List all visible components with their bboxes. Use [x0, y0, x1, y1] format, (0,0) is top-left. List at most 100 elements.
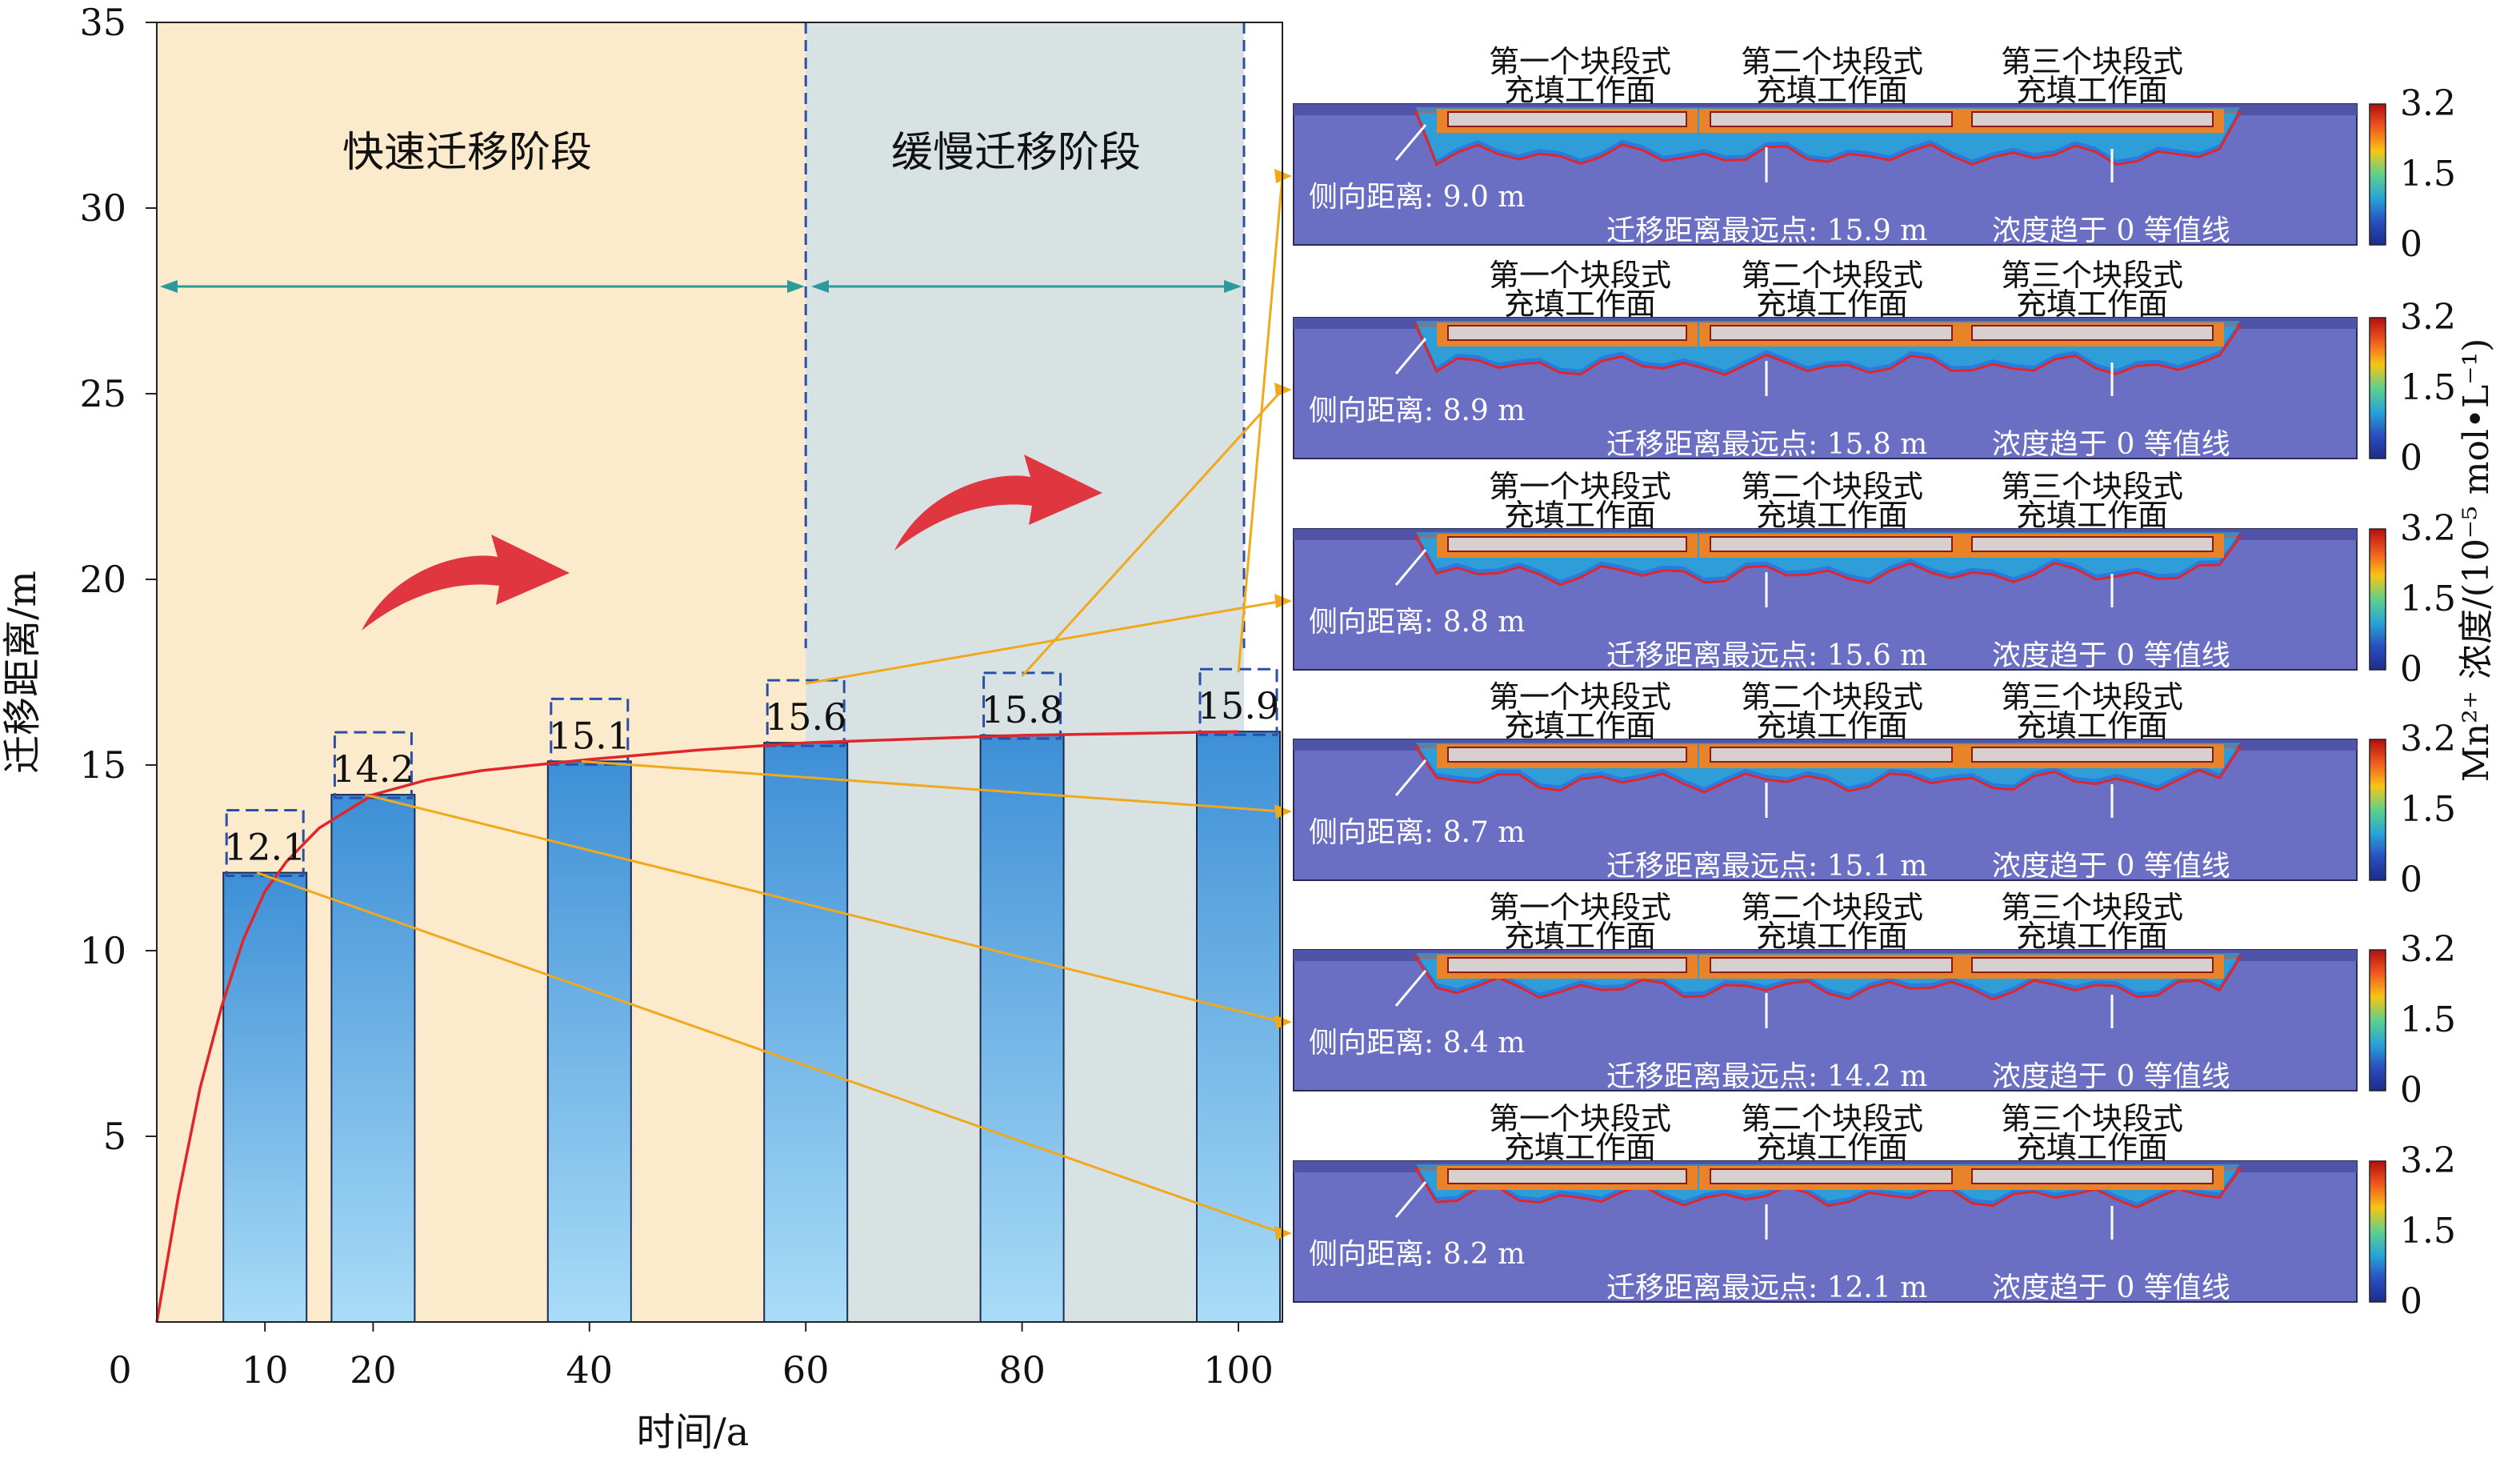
face-block-3 [1971, 111, 2214, 127]
face-block-1 [1447, 536, 1687, 552]
contour-text-4: 浓度趋于 0 等值线 [1992, 850, 2230, 883]
lateral-text-6: 侧向距离: 8.2 m [1309, 1238, 1525, 1271]
colorbar-tick-1-1: 1.5 [2400, 154, 2456, 194]
face-block-3 [1971, 1168, 2214, 1184]
farthest-text-1: 迁移距离最远点: 15.9 m [1606, 214, 1927, 247]
face-label-2-l1: 第二个块段式 [1741, 258, 1923, 293]
face-label-1-l2: 充填工作面 [1504, 498, 1656, 533]
value-box-40 [550, 697, 630, 766]
x-tick-label-40: 40 [566, 1348, 614, 1392]
face-label-1-l1: 第一个块段式 [1489, 679, 1671, 715]
span-arrow-fast-head-right [787, 280, 805, 293]
y-tick-label-20: 20 [79, 558, 126, 601]
face-label-2-l2: 充填工作面 [1756, 286, 1908, 322]
face-label-1-l1: 第一个块段式 [1489, 1101, 1671, 1136]
face-block-2 [1710, 111, 1953, 127]
trend-arrow-2 [894, 455, 1102, 551]
connector-10 [256, 871, 1283, 1235]
lateral-leader [1394, 1181, 1427, 1218]
face-label-3-l2: 充填工作面 [2016, 919, 2168, 954]
bar-60 [763, 742, 849, 1323]
colorbar [2369, 739, 2386, 881]
colorbar-tick-4-1: 1.5 [2400, 789, 2456, 830]
face-label-1-l1: 第一个块段式 [1489, 258, 1671, 293]
y-axis-title: 迁移距离/m [0, 571, 45, 774]
face-label-2-l2: 充填工作面 [1756, 919, 1908, 954]
lateral-text-2: 侧向距离: 8.9 m [1309, 395, 1525, 427]
face-block-3 [1971, 536, 2214, 552]
colorbar-tick-1-2: 0 [2400, 224, 2422, 265]
colorbar-tick-6-2: 0 [2400, 1281, 2422, 1322]
face-block-1 [1447, 1168, 1687, 1184]
span-arrow-slow-head-right [1224, 280, 1242, 293]
y-tick-label-15: 15 [79, 743, 126, 787]
colorbar-tick-6-0: 3.2 [2400, 1140, 2456, 1181]
colorbar-tick-1-0: 3.2 [2400, 83, 2456, 124]
face-block-1 [1447, 325, 1687, 341]
sim-panel-6 [1293, 1160, 2386, 1303]
contour-text-2: 浓度趋于 0 等值线 [1992, 428, 2230, 461]
y-tick-label-25: 25 [79, 372, 126, 415]
phase-label-1: 快速迁移阶段 [342, 129, 592, 177]
contour-text-6: 浓度趋于 0 等值线 [1992, 1272, 2230, 1304]
face-block-1 [1447, 957, 1687, 973]
trend-curve [155, 730, 1239, 1323]
value-label-100: 15.9 [1198, 684, 1279, 727]
sim-panel-2 [1293, 317, 2386, 459]
lateral-leader [1394, 124, 1427, 161]
farthest-text-2: 迁移距离最远点: 15.8 m [1606, 428, 1927, 461]
face-label-2-l2: 充填工作面 [1756, 498, 1908, 533]
x-tick-label-60: 60 [782, 1348, 830, 1392]
colorbar-tick-3-1: 1.5 [2400, 579, 2456, 619]
face-label-2-l2: 充填工作面 [1756, 1130, 1908, 1165]
colorbar-tick-6-1: 1.5 [2400, 1211, 2456, 1252]
face-label-1-l1: 第一个块段式 [1489, 469, 1671, 504]
value-label-80: 15.8 [981, 688, 1062, 731]
lateral-leader [1394, 338, 1427, 375]
value-label-40: 15.1 [549, 714, 630, 757]
face-label-1-l1: 第一个块段式 [1489, 44, 1671, 79]
farthest-text-3: 迁移距离最远点: 15.6 m [1606, 639, 1927, 672]
y-tick-label-35: 35 [79, 1, 126, 44]
value-label-60: 15.6 [765, 695, 846, 739]
face-label-3-l2: 充填工作面 [2016, 708, 2168, 743]
sim-panel-1 [1293, 103, 2386, 246]
lateral-text-1: 侧向距离: 9.0 m [1309, 181, 1525, 214]
farthest-text-5: 迁移距离最远点: 14.2 m [1606, 1060, 1927, 1093]
span-arrow-fast [160, 280, 805, 293]
contour-text-1: 浓度趋于 0 等值线 [1992, 214, 2230, 247]
face-label-1-l1: 第一个块段式 [1489, 890, 1671, 925]
colorbar-tick-3-2: 0 [2400, 649, 2422, 690]
sim-panel-5 [1293, 949, 2386, 1091]
x-axis-title: 时间/a [637, 1410, 750, 1455]
lateral-text-4: 侧向距离: 8.7 m [1309, 816, 1525, 849]
connector-80 [1021, 388, 1284, 677]
contour-text-3: 浓度趋于 0 等值线 [1992, 639, 2230, 672]
face-label-3-l1: 第三个块段式 [2001, 890, 2183, 925]
face-label-3-l2: 充填工作面 [2016, 286, 2168, 322]
lateral-text-3: 侧向距离: 8.8 m [1309, 606, 1525, 639]
colorbar [2369, 1160, 2386, 1303]
face-label-2-l1: 第二个块段式 [1741, 1101, 1923, 1136]
colorbar [2369, 528, 2386, 671]
colorbar-tick-5-1: 1.5 [2400, 999, 2456, 1040]
face-label-3-l2: 充填工作面 [2016, 73, 2168, 108]
value-label-20: 14.2 [332, 747, 414, 791]
face-label-2-l2: 充填工作面 [1756, 73, 1908, 108]
face-block-2 [1710, 1168, 1953, 1184]
face-label-2-l1: 第二个块段式 [1741, 890, 1923, 925]
connector-100 [1237, 175, 1284, 673]
span-arrow-slow-head-left [811, 280, 829, 293]
face-block-2 [1710, 747, 1953, 763]
face-label-2-l1: 第二个块段式 [1741, 44, 1923, 79]
x-tick-label-80: 80 [998, 1348, 1046, 1392]
farthest-text-4: 迁移距离最远点: 15.1 m [1606, 850, 1927, 883]
span-arrow-slow [811, 280, 1242, 293]
colorbar-tick-2-2: 0 [2400, 438, 2422, 479]
connector-20 [365, 793, 1283, 1023]
face-block-2 [1710, 325, 1953, 341]
x-tick-label-100: 100 [1203, 1348, 1274, 1392]
trend-arrow-1 [362, 535, 570, 631]
bar-10 [222, 871, 308, 1324]
face-label-2-l2: 充填工作面 [1756, 708, 1908, 743]
